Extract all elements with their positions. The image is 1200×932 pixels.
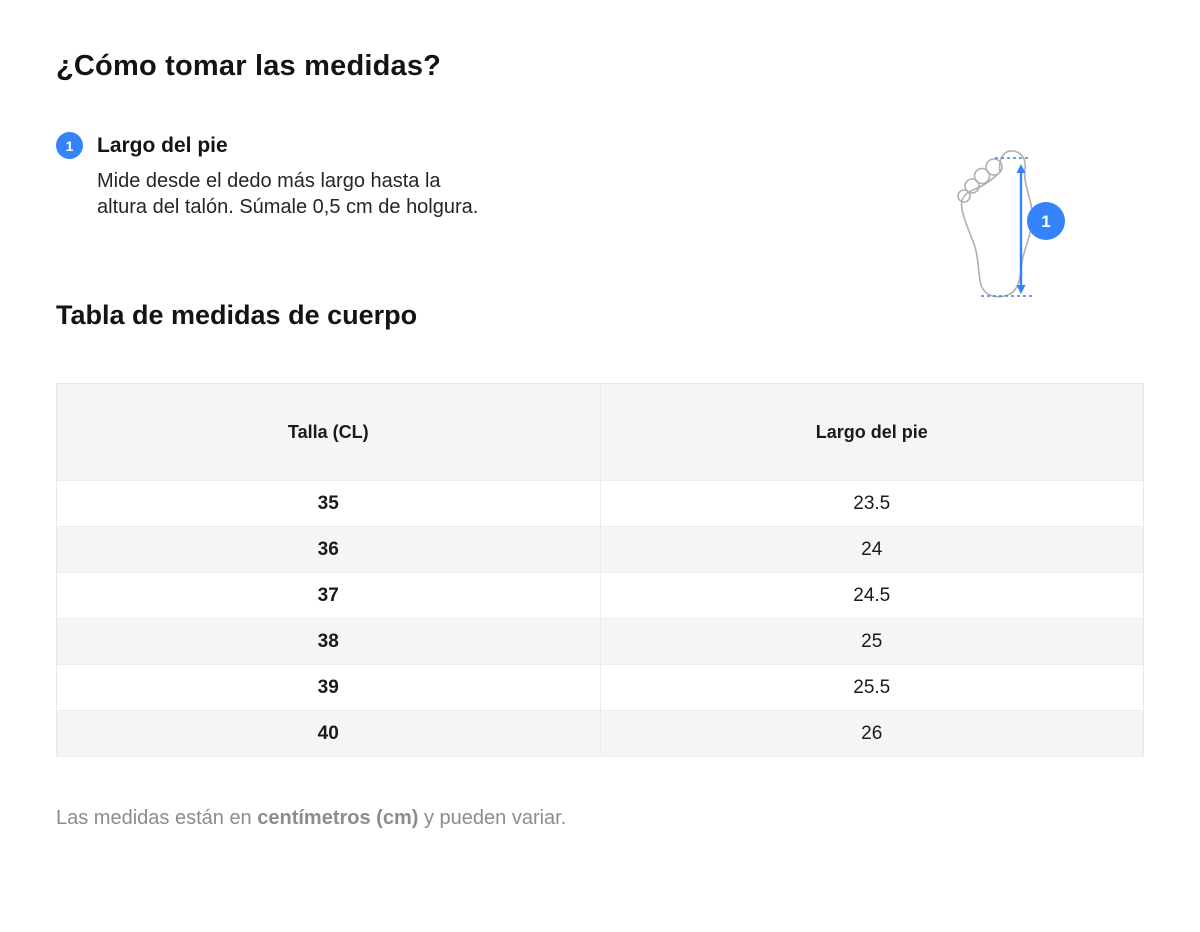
instruction-description-line-2: altura del talón. Súmale 0,5 cm de holgu…: [97, 196, 479, 218]
cell-talla: 37: [56, 572, 601, 619]
size-table-row: 36 24: [56, 526, 1144, 573]
footnote: Las medidas están en centímetros (cm) y …: [56, 807, 1144, 830]
content: ¿Cómo tomar las medidas? 1 Largo del pie…: [0, 50, 1200, 830]
size-guide-page: { "accent_color": "#3483fa", "title": "¿…: [0, 50, 1200, 932]
column-header-talla: Talla (CL): [56, 383, 601, 481]
instruction-description-line-1: Mide desde el dedo más largo hasta la: [97, 170, 441, 192]
cell-talla: 38: [56, 618, 601, 665]
footnote-prefix: Las medidas están en: [56, 807, 258, 829]
diagram-step-1-badge: 1: [1027, 202, 1065, 240]
instruction-block: 1 Largo del pie Mide desde el dedo más l…: [56, 132, 1144, 220]
size-table-row: 40 26: [56, 710, 1144, 757]
size-table-row: 37 24.5: [56, 572, 1144, 619]
size-table-row: 39 25.5: [56, 664, 1144, 711]
cell-talla: 35: [56, 480, 601, 527]
instruction-head: 1 Largo del pie: [56, 132, 1144, 159]
cell-talla: 39: [56, 664, 601, 711]
size-table-header-row: Talla (CL) Largo del pie: [56, 383, 1144, 481]
cell-largo: 24.5: [600, 572, 1144, 619]
column-header-largo: Largo del pie: [600, 383, 1144, 481]
cell-largo: 25: [600, 618, 1144, 665]
page-title: ¿Cómo tomar las medidas?: [56, 50, 442, 82]
size-table-head: Talla (CL) Largo del pie: [56, 383, 1144, 481]
size-table: Talla (CL) Largo del pie 35 23.5 36 24 37 24.…: [56, 383, 1144, 757]
cell-talla: 36: [56, 526, 601, 573]
cell-largo: 23.5: [600, 480, 1144, 527]
cell-largo: 25.5: [600, 664, 1144, 711]
size-table-body: 35 23.5 36 24 37 24.5 38 25 39 25.5 40 26: [56, 480, 1144, 757]
step-1-badge: 1: [56, 132, 83, 159]
instruction-label: Largo del pie: [97, 133, 228, 157]
svg-text:1: 1: [1041, 212, 1050, 231]
measure-arrow-icon: [981, 157, 1033, 297]
cell-talla: 40: [56, 710, 601, 757]
cell-largo: 24: [600, 526, 1144, 573]
footnote-suffix: y pueden variar.: [418, 807, 567, 829]
foot-length-diagram: 1: [957, 150, 1065, 298]
footnote-bold: centímetros (cm): [257, 807, 419, 829]
size-table-row: 38 25: [56, 618, 1144, 665]
instruction-description: Mide desde el dedo más largo hasta la al…: [97, 168, 1144, 220]
size-table-row: 35 23.5: [56, 480, 1144, 527]
cell-largo: 26: [600, 710, 1144, 757]
table-section-title: Tabla de medidas de cuerpo: [56, 300, 418, 330]
